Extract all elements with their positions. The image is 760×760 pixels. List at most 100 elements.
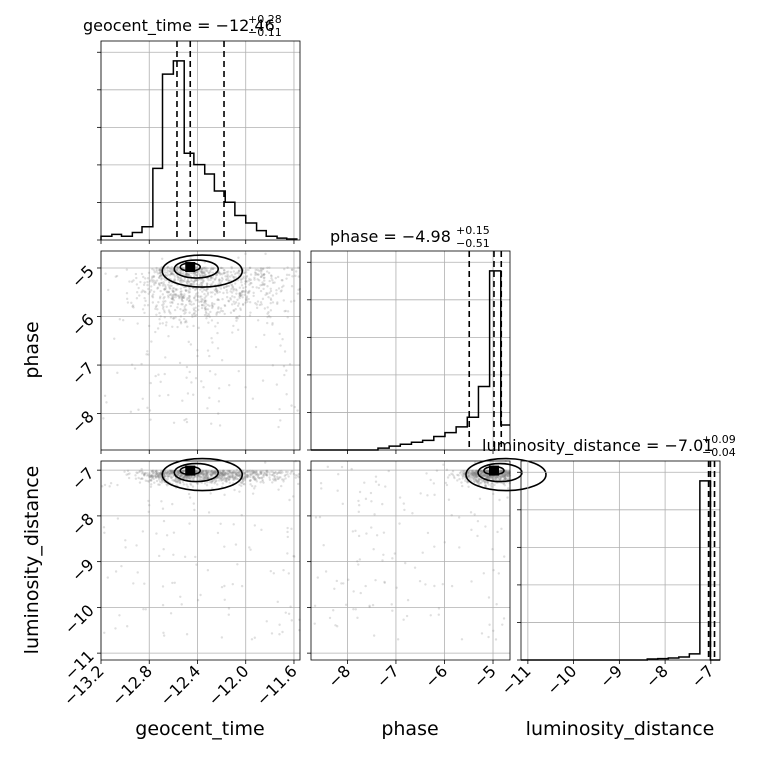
scatter-point [203,273,207,276]
scatter-point [269,289,273,293]
scatter-point [184,288,187,292]
scatter-point [245,473,249,477]
scatter-point [503,474,507,477]
scatter-point [185,633,189,636]
scatter-point [458,471,462,475]
scatter-point [151,276,154,279]
scatter-point [194,470,198,474]
scatter-point [460,638,464,641]
scatter-point [270,470,273,473]
scatter-point [185,476,188,480]
scatter-point [251,476,255,480]
scatter-point [114,275,118,278]
scatter-point [165,290,169,293]
scatter-point [502,617,506,620]
scatter-point [210,473,214,476]
scatter-point [233,488,236,492]
scatter-point [150,479,153,482]
scatter-point [286,526,289,530]
scatter-point [243,271,246,274]
scatter-point [470,476,474,479]
scatter-point [167,270,170,273]
scatter-point [127,472,130,476]
scatter-point [498,474,501,478]
scatter-point [171,478,174,482]
scatter-point [162,305,165,308]
scatter-point [193,314,196,318]
scatter-point [213,293,217,296]
scatter-point [167,309,171,312]
scatter-point [128,472,131,475]
title-phase: phase = −4.98 +0.15 −0.51 [330,224,490,250]
scatter-point [193,296,196,299]
histogram-phase [311,270,510,451]
scatter-point [278,470,281,473]
scatter-point [154,474,157,478]
scatter-point [227,607,231,610]
scatter-point [498,469,502,473]
scatter-point [210,267,213,271]
scatter-point [374,480,378,483]
scatter-point [200,300,203,303]
scatter-point [505,471,508,475]
scatter-point [200,472,203,475]
scatter-point [163,472,166,476]
scatter-point [151,267,154,271]
scatter-point [485,469,488,473]
scatter-point [463,472,466,475]
scatter-point [246,474,249,477]
scatter-point [262,276,266,280]
scatter-point [153,474,156,478]
scatter-point [218,279,221,283]
scatter-point [200,268,203,271]
scatter-point [176,270,180,274]
scatter-point [206,472,209,476]
scatter-point [480,632,484,635]
scatter-point [154,476,157,479]
scatter-point [187,273,190,277]
scatter-point [143,582,146,585]
scatter-point [203,475,207,478]
scatter-point [208,315,211,318]
scatter-point [195,267,198,270]
scatter-point [249,483,252,486]
scatter-point [270,274,273,278]
scatter-point [219,471,223,475]
scatter-point [220,472,223,475]
scatter-point [192,478,196,481]
scatter-point [156,475,159,478]
scatter-point [172,317,176,320]
scatter-point [468,470,471,474]
scatter-point [135,276,138,280]
scatter-point [154,473,157,476]
scatter-point [248,266,252,270]
scatter-point [230,287,233,291]
scatter-point [199,473,202,476]
scatter-point [154,281,158,285]
scatter-point [252,294,255,298]
scatter-point [165,271,169,274]
scatter-point [477,480,480,484]
scatter-point [168,274,171,277]
scatter-point [254,268,257,272]
scatter-point [205,474,208,477]
scatter-point [210,473,213,476]
scatter-point [218,290,221,294]
scatter-point [204,471,208,474]
scatter-point [501,474,504,477]
scatter-point [177,277,180,280]
scatter-point [155,270,158,273]
scatter-point [152,290,156,293]
scatter-point [143,472,146,475]
scatter-point [190,280,194,283]
scatter-point [154,476,158,479]
scatter-point [193,297,196,300]
scatter-point [213,302,216,306]
scatter-point [372,634,376,637]
scatter-point [147,499,150,503]
scatter-point [199,478,203,481]
scatter-point [483,474,486,478]
scatter-point [208,369,212,373]
scatter-point [210,268,213,271]
scatter-point [488,475,492,479]
